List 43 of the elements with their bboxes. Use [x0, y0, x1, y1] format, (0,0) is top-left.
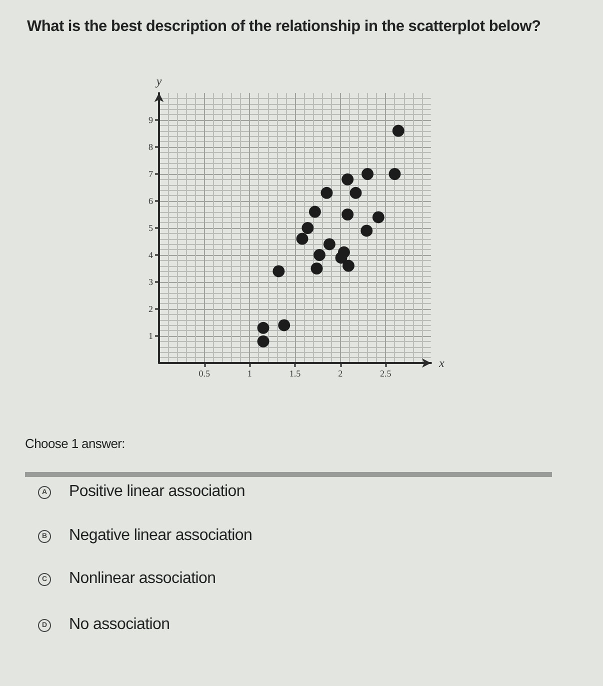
x-tick-label: 2.5: [380, 368, 392, 378]
x-axis-title: x: [438, 356, 445, 370]
text: Positive linear association: [69, 483, 245, 501]
point: [272, 265, 285, 278]
y-tick-label: 8: [148, 142, 154, 152]
y-tick-label: 1: [148, 331, 153, 341]
point: [362, 168, 374, 180]
point: [323, 238, 336, 250]
point: [302, 222, 314, 234]
x-tick-label: 0.5: [198, 368, 210, 378]
point: [360, 224, 373, 237]
x-tick-label: 2: [338, 368, 343, 378]
y-tick-label: 2: [148, 304, 153, 314]
text: Nonlinear association: [69, 570, 216, 588]
x-tick-label: 1: [247, 368, 252, 378]
point: [372, 211, 384, 224]
y-tick-label: 5: [148, 223, 154, 233]
point: [257, 322, 270, 334]
y-axis-title: y: [155, 74, 162, 88]
point: [320, 186, 333, 199]
text: Negative linear association: [69, 527, 252, 545]
chart-title: What is the best description of the relationship in the scatterplot below?: [27, 18, 541, 36]
point: [342, 208, 354, 220]
point: [313, 249, 326, 261]
x-tick-label: 1.5: [289, 368, 302, 378]
point: [342, 173, 354, 186]
point: [350, 186, 362, 199]
point: [278, 319, 290, 332]
y-tick-label: 9: [148, 115, 154, 125]
y-tick-label: 3: [148, 277, 154, 287]
point: [335, 252, 348, 264]
text: Choose 1 answer:: [25, 436, 125, 451]
text: No association: [69, 616, 170, 634]
point: [296, 232, 308, 245]
y-tick-label: 4: [148, 250, 154, 260]
point: [310, 262, 323, 274]
point: [392, 124, 404, 137]
y-tick-label: 6: [148, 196, 154, 206]
point: [342, 260, 354, 272]
point: [388, 168, 401, 180]
point: [257, 335, 270, 348]
point: [308, 206, 321, 218]
y-tick-label: 7: [148, 169, 154, 179]
